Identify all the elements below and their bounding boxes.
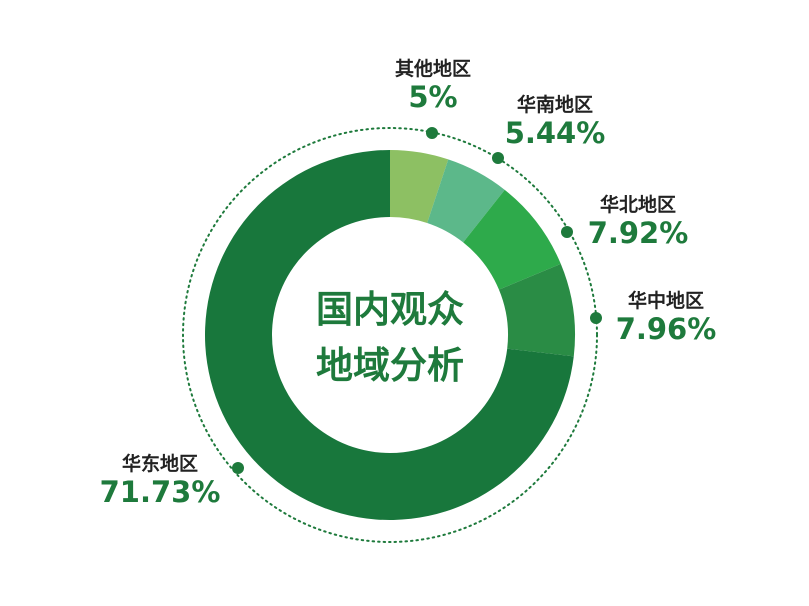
label-other: 其他地区 5% bbox=[378, 60, 488, 112]
marker-dot-south bbox=[492, 152, 504, 164]
slice-other bbox=[390, 150, 449, 224]
label-east: 华东地区 71.73% bbox=[95, 455, 225, 507]
label-south: 华南地区 5.44% bbox=[495, 96, 615, 148]
slice-name: 华南地区 bbox=[516, 94, 593, 116]
slice-south bbox=[427, 159, 505, 243]
label-north: 华北地区 7.92% bbox=[578, 196, 698, 248]
slice-value: 5% bbox=[408, 80, 458, 114]
slice-value: 71.73% bbox=[99, 475, 221, 509]
slice-name: 华北地区 bbox=[599, 194, 676, 216]
title-line-2: 地域分析 bbox=[316, 344, 464, 387]
chart-title: 国内观众 地域分析 bbox=[290, 282, 490, 394]
title-line-1: 国内观众 bbox=[316, 288, 464, 331]
slice-name: 华中地区 bbox=[627, 290, 704, 312]
slice-value: 7.96% bbox=[615, 312, 717, 346]
slice-name: 其他地区 bbox=[394, 58, 471, 80]
slice-value: 5.44% bbox=[504, 116, 606, 150]
marker-dot-central bbox=[590, 312, 602, 324]
slice-north bbox=[463, 189, 561, 290]
slice-value: 7.92% bbox=[587, 216, 689, 250]
slice-central bbox=[498, 263, 575, 357]
dotted-guide-ring bbox=[182, 127, 598, 543]
marker-dot-east bbox=[232, 462, 244, 474]
slice-name: 华东地区 bbox=[121, 453, 198, 475]
label-central: 华中地区 7.96% bbox=[606, 292, 726, 344]
marker-dot-other bbox=[426, 127, 438, 139]
marker-dot-north bbox=[561, 226, 573, 238]
slice-east bbox=[205, 150, 574, 520]
